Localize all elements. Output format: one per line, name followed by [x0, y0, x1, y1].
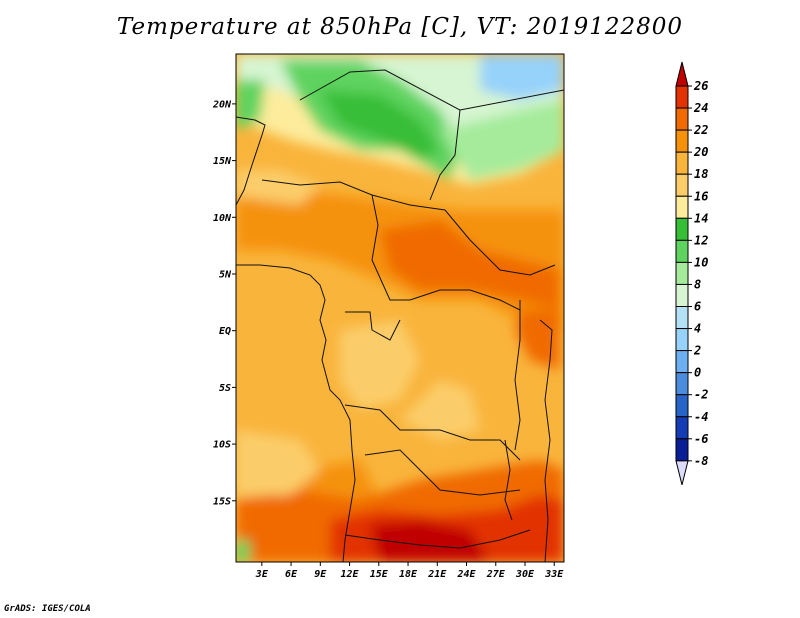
lat-tick-label: 10N [213, 213, 232, 224]
colorbar-swatch [675, 217, 689, 241]
colorbar-label: 18 [694, 167, 708, 181]
colorbar-swatch [675, 306, 689, 330]
map-frame [235, 53, 565, 563]
lon-tick-label: 6E [285, 569, 298, 580]
longitude-axis: 3E 6E 9E 12E 15E 18E 21E 24E 27E 30E 33E [255, 562, 564, 580]
lon-tick-label: 33E [544, 569, 564, 580]
colorbar-swatch [675, 416, 689, 440]
colorbar-swatch [675, 283, 689, 308]
colorbar-label: 20 [693, 145, 708, 159]
colorbar-label: 22 [693, 123, 708, 137]
lon-tick-label: 9E [314, 569, 327, 580]
lat-tick-label: 10S [213, 440, 231, 451]
colorbar-label: 4 [694, 322, 701, 336]
lat-tick-label: 15N [213, 156, 232, 167]
lat-tick-label: EQ [219, 326, 231, 337]
colorbar-swatch [675, 239, 689, 263]
lon-tick-label: 18E [399, 569, 418, 580]
lon-tick-label: 27E [486, 569, 506, 580]
colorbar-label: -6 [694, 432, 708, 446]
colorbar-label: 10 [694, 255, 708, 269]
colorbar-swatch [675, 328, 689, 352]
colorbar-swatch [675, 350, 689, 374]
colorbar-swatch [675, 129, 689, 153]
colorbar-label: 16 [694, 189, 708, 203]
colorbar-label: -2 [694, 388, 708, 402]
colorbar-swatch [675, 261, 689, 285]
colorbar-swatch [675, 195, 689, 219]
colorbar-swatch [675, 394, 689, 418]
colorbar-label: 6 [694, 300, 701, 314]
colorbar-label: 24 [693, 101, 708, 115]
lon-tick-label: 30E [515, 569, 535, 580]
lon-tick-label: 3E [255, 569, 269, 580]
map-title: Temperature at 850hPa [C], VT: 201912280… [116, 14, 684, 40]
lat-tick-label: 20N [212, 99, 232, 110]
lat-tick-label: 5S [219, 383, 231, 394]
colorbar-label: 26 [693, 79, 708, 93]
lon-tick-label: 24E [456, 569, 476, 580]
colorbar-swatch [675, 151, 689, 175]
temperature-field [236, 54, 564, 562]
latitude-axis: 20N 15N 10N 5N EQ 5S 10S 15S [212, 99, 236, 507]
colorbar-swatch [675, 438, 689, 462]
colorbar-label: -8 [694, 454, 708, 468]
colorbar-swatch [675, 173, 689, 197]
colorbar-label: 12 [694, 233, 708, 247]
colorbar-under-triangle [675, 460, 689, 485]
lat-tick-label: 15S [213, 496, 231, 507]
colorbar-swatch [675, 107, 689, 131]
colorbar-label: 2 [693, 344, 701, 358]
colorbar-swatch [675, 85, 689, 109]
colorbar-swatch [675, 372, 689, 396]
lon-tick-label: 12E [341, 569, 360, 580]
colorbar-label: -4 [694, 410, 708, 424]
lat-tick-label: 5N [219, 269, 232, 280]
colorbar-over-triangle [675, 61, 689, 87]
grads-credit: GrADS: IGES/COLA [4, 604, 91, 614]
lon-tick-label: 15E [370, 569, 389, 580]
colorbar-label: 14 [694, 211, 708, 225]
colorbar-label: 0 [694, 366, 701, 380]
lon-tick-label: 21E [427, 569, 447, 580]
colorbar-label: 8 [694, 277, 701, 291]
